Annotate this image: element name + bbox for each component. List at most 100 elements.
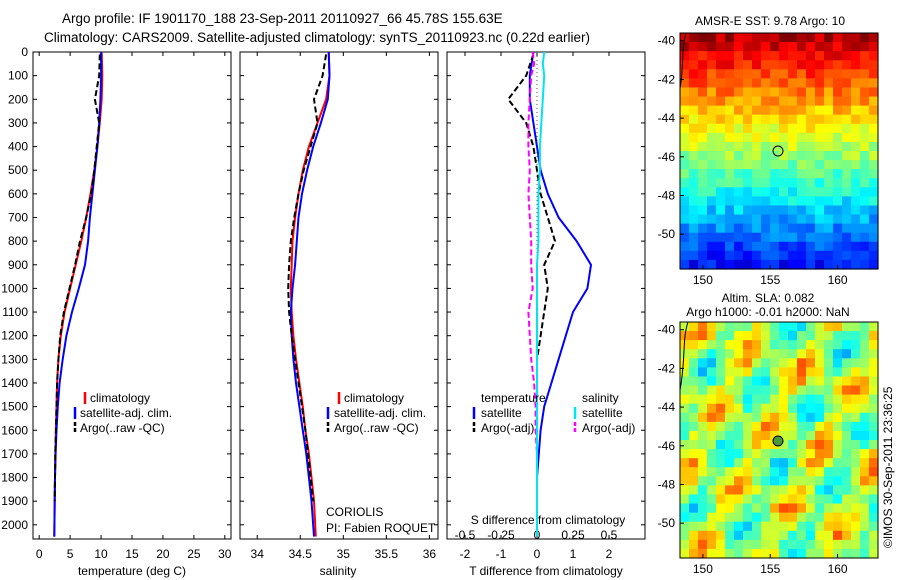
heatmap-cell: [680, 60, 690, 70]
x-tick-label: 10: [94, 547, 108, 561]
heatmap-cell: [770, 331, 780, 341]
heatmap-cell: [851, 358, 861, 368]
heatmap-cell: [752, 178, 762, 188]
heatmap-cell: [770, 151, 780, 161]
heatmap-cell: [770, 51, 780, 61]
heatmap-cell: [842, 169, 852, 179]
heatmap-cell: [797, 96, 807, 107]
heatmap-cell: [779, 241, 789, 252]
heatmap-cell: [752, 187, 762, 197]
heatmap-cell: [680, 494, 690, 505]
heatmap-cell: [797, 403, 807, 414]
heatmap-cell: [734, 196, 744, 207]
heatmap-cell: [707, 78, 717, 89]
sla-map-axes: -40 -42 -44 -46 -48 -50 150 155 160: [658, 323, 848, 576]
depth-tick-label: 1100: [2, 305, 28, 319]
heatmap-cell: [869, 548, 879, 559]
heatmap-cell: [797, 123, 807, 134]
heatmap-cell: [761, 394, 771, 405]
heatmap-cell: [743, 51, 753, 61]
heatmap-cell: [851, 376, 861, 387]
heatmap-cell: [770, 250, 780, 261]
heatmap-cell: [689, 33, 699, 43]
heatmap-cell: [851, 160, 861, 170]
heatmap-cell: [815, 421, 825, 432]
heatmap-cell: [833, 51, 843, 61]
heatmap-cell: [779, 60, 789, 70]
heatmap-cell: [743, 530, 753, 541]
heatmap-cell: [806, 87, 816, 98]
heatmap-cell: [833, 87, 843, 98]
heatmap-cell: [707, 60, 717, 70]
heatmap-cell: [806, 223, 816, 234]
heatmap-cell: [824, 160, 834, 170]
heatmap-cell: [734, 530, 744, 541]
heatmap-cell: [698, 123, 708, 134]
heatmap-cell: [716, 421, 726, 432]
heatmap-cell: [824, 250, 834, 261]
heatmap-cell: [698, 403, 708, 414]
heatmap-cell: [806, 440, 816, 450]
heatmap-cell: [815, 169, 825, 179]
heatmap-cell: [860, 96, 870, 107]
heatmap-cell: [788, 51, 798, 61]
heatmap-cell: [833, 440, 843, 450]
heatmap-cell: [869, 430, 879, 441]
heatmap-cell: [752, 539, 762, 550]
heatmap-cell: [725, 259, 735, 270]
heatmap-cell: [860, 51, 870, 61]
heatmap-cell: [761, 196, 771, 207]
heatmap-cell: [698, 205, 708, 216]
heatmap-cell: [743, 512, 753, 523]
heatmap-cell: [869, 440, 879, 450]
heatmap-cell: [707, 539, 717, 550]
heatmap-cell: [716, 331, 726, 341]
heatmap-cell: [725, 205, 735, 216]
s-diff-tick-label: 0.5: [601, 528, 618, 542]
heatmap-cell: [869, 385, 879, 396]
heatmap-cell: [743, 367, 753, 378]
heatmap-cell: [824, 322, 834, 332]
heatmap-cell: [815, 530, 825, 541]
heatmap-cell: [743, 87, 753, 98]
heatmap-cell: [743, 232, 753, 243]
heatmap-cell: [860, 78, 870, 89]
heatmap-cell: [725, 141, 735, 152]
temperature-legend: climatology satellite-adj. clim. Argo(..…: [73, 391, 172, 435]
heatmap-cell: [707, 403, 717, 414]
heatmap-cell: [824, 169, 834, 179]
heatmap-cell: [761, 340, 771, 350]
heatmap-cell: [716, 151, 726, 161]
heatmap-cell: [725, 476, 735, 486]
heatmap-cell: [842, 467, 852, 477]
heatmap-cell: [752, 548, 762, 559]
heatmap-cell: [734, 322, 744, 332]
heatmap-cell: [860, 421, 870, 432]
heatmap-cell: [707, 259, 717, 270]
heatmap-cell: [815, 96, 825, 107]
heatmap-cell: [743, 223, 753, 234]
heatmap-cell: [743, 376, 753, 387]
heatmap-cell: [761, 421, 771, 432]
heatmap-cell: [734, 521, 744, 532]
heatmap-cell: [788, 160, 798, 170]
heatmap-cell: [707, 51, 717, 61]
heatmap-cell: [725, 196, 735, 207]
heatmap-cell: [707, 430, 717, 441]
depth-tick-label: 800: [8, 234, 28, 248]
heatmap-cell: [860, 394, 870, 405]
heatmap-cell: [833, 114, 843, 125]
sst-map-heatmap: [680, 33, 879, 270]
heatmap-cell: [734, 340, 744, 350]
heatmap-cell: [680, 458, 690, 468]
heatmap-cell: [689, 105, 699, 116]
heatmap-cell: [833, 385, 843, 396]
heatmap-cell: [725, 250, 735, 261]
heatmap-cell: [797, 114, 807, 125]
lat-tick-label: -48: [658, 188, 676, 202]
heatmap-cell: [815, 340, 825, 350]
heatmap-cell: [788, 69, 798, 79]
heatmap-cell: [833, 96, 843, 107]
heatmap-cell: [770, 96, 780, 107]
heatmap-cell: [725, 132, 735, 143]
